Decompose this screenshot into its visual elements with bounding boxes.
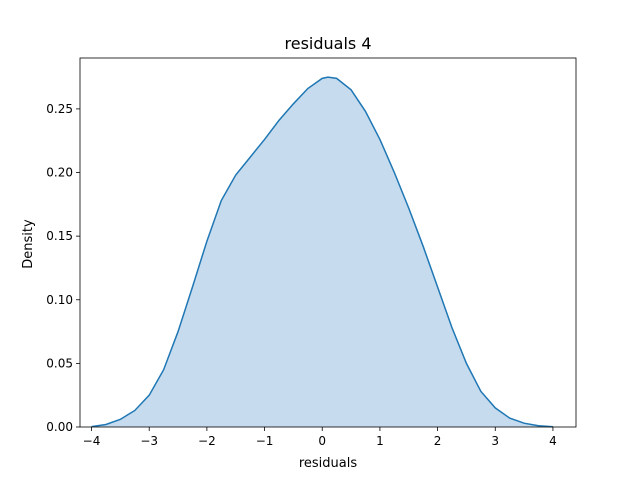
x-axis-label: residuals [299, 456, 358, 471]
axes-frame [79, 57, 577, 428]
chart-title: residuals 4 [285, 34, 372, 53]
density-line-0 [91, 76, 553, 428]
y-tick-label: 0.20 [46, 166, 73, 180]
x-tick-label: 4 [549, 434, 557, 448]
y-tick-label: 0.00 [46, 420, 73, 434]
x-tick-label: −2 [198, 434, 216, 448]
x-tick-label: −1 [256, 434, 274, 448]
y-tick-label: 0.25 [46, 102, 73, 116]
x-tick-label: 3 [491, 434, 499, 448]
y-tick-label: 0.15 [46, 229, 73, 243]
x-tick-label: −3 [140, 434, 158, 448]
plot-area: −4 −3 −2 −1 0 1 2 3 4 0.00 0.05 0.10 0.15 0.20 0.25 [46, 57, 577, 448]
y-tick-label: 0.10 [46, 293, 73, 307]
x-tick-label: 2 [434, 434, 442, 448]
x-tick-label: 0 [318, 434, 326, 448]
density-fill-0 [91, 77, 553, 427]
x-tick-label: −4 [83, 434, 101, 448]
y-tick-label: 0.05 [46, 356, 73, 370]
y-axis-label: Density [21, 219, 36, 269]
x-tick-label: 1 [376, 434, 384, 448]
